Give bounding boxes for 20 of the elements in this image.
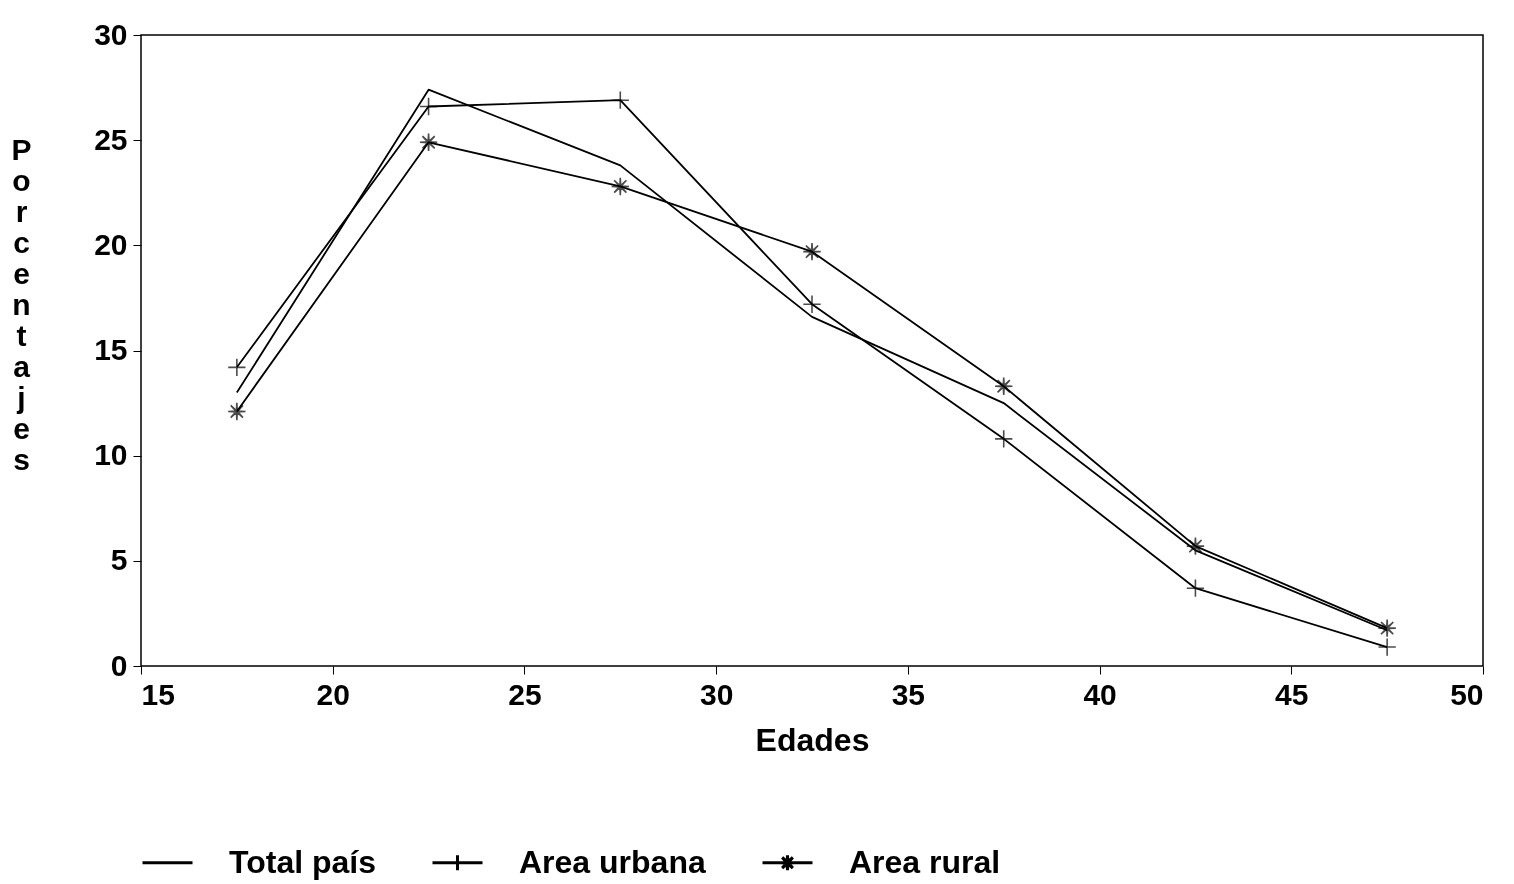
x-tick-label: 25 xyxy=(508,677,542,711)
x-tick-label: 20 xyxy=(316,677,350,711)
text: Porcentajes xyxy=(11,132,32,476)
y-tick-label: 10 xyxy=(94,438,128,472)
x-tick-label: 45 xyxy=(1275,677,1309,711)
x-axis-title: Edades xyxy=(755,721,870,758)
legend-label: Area rural xyxy=(849,843,1001,880)
y-tick-label: 0 xyxy=(110,648,128,682)
x-tick-label: 40 xyxy=(1083,677,1117,711)
y-tick-label: 15 xyxy=(94,333,128,366)
legend-label: Area urbana xyxy=(519,843,706,880)
x-tick-label: 50 xyxy=(1450,677,1484,711)
x-tick-label: 35 xyxy=(891,677,926,711)
y-tick-label: 20 xyxy=(94,227,128,261)
y-tick-label: 30 xyxy=(94,17,128,51)
legend-label: Total país xyxy=(229,843,376,880)
y-tick-label: 5 xyxy=(110,543,128,577)
y-tick-label: 25 xyxy=(94,122,128,156)
x-tick-label: 30 xyxy=(699,677,734,711)
x-tick-label: 15 xyxy=(141,677,175,711)
